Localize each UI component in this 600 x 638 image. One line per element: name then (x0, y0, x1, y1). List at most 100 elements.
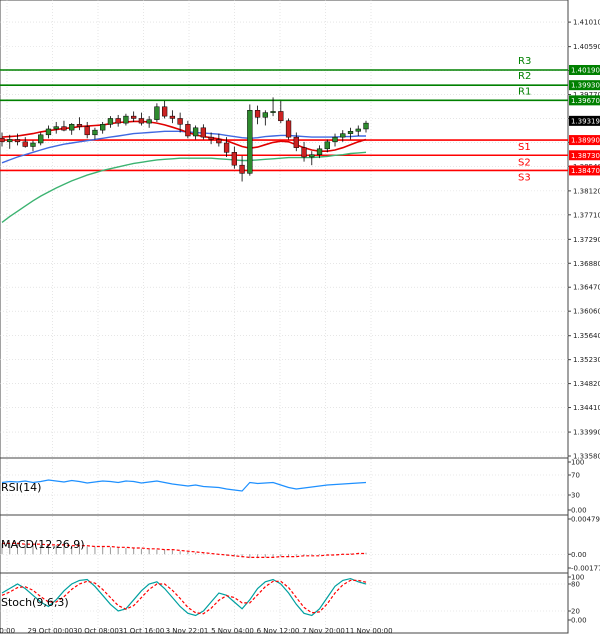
level-price-badge (569, 165, 600, 176)
candle-body (223, 142, 230, 153)
level-price-label: 1.40190 (571, 66, 600, 74)
level-price-badge (569, 95, 600, 106)
candle-body (169, 115, 176, 119)
level-name-s1: S1 (518, 142, 531, 153)
grid (0, 0, 569, 634)
level-price-badge (569, 135, 600, 146)
level-name-r1: R1 (518, 86, 531, 97)
level-name-s3: S3 (518, 172, 531, 183)
time-tick-label: 6 Nov 12:00 (257, 627, 300, 635)
time-tick-label: 11 Nov 00:00 (345, 627, 392, 635)
price-tick-label: 1.34820 (573, 380, 600, 388)
candle-body (200, 127, 207, 138)
candle-body (92, 129, 98, 136)
indicator-title: RSI(14) (1, 481, 41, 494)
candle-body (84, 126, 90, 136)
candle-body (30, 142, 36, 147)
candle-body (69, 124, 75, 131)
level-price-badge (569, 64, 600, 75)
indicator-tick-label: 30 (571, 492, 580, 500)
indicator-tick-label: 0.00 (571, 617, 587, 625)
indicator-tick-label: 100 (571, 459, 584, 467)
candle-body (347, 131, 354, 134)
indicator-tick-label: 100 (571, 574, 584, 582)
candle-body (146, 119, 152, 124)
indicator-panes: 100 70 30 0.00 RSI(14) 0.004799 0.00 -0.001770 M… (0, 457, 600, 625)
time-tick-label: 3 Nov 22:01 (166, 627, 209, 635)
price-tick-label: 1.33580 (573, 453, 600, 461)
candle-body (293, 136, 299, 148)
level-price-label: 1.38470 (571, 167, 600, 175)
indicator-tick-label: 0.00 (571, 551, 587, 559)
candle-body (38, 134, 44, 144)
candle-body (45, 128, 52, 136)
candle-body (100, 124, 106, 131)
candle-body (262, 112, 268, 118)
level-price-label: 1.39930 (571, 82, 600, 90)
level-price-label: 1.38990 (571, 137, 600, 145)
candle-body (239, 164, 245, 174)
last-price-badge (569, 115, 600, 126)
level-name-s2: S2 (518, 157, 531, 168)
candle-body (177, 118, 183, 125)
price-tick-label: 1.37710 (573, 211, 600, 219)
price-tick-label: 1.34410 (573, 404, 600, 412)
indicator-line (1, 577, 367, 617)
indicator-pane-0: 100 70 30 0.00 RSI(14) (0, 457, 587, 515)
price-tick-label: 1.36470 (573, 284, 600, 292)
time-tick-label: 00:00 (0, 627, 15, 635)
candle-body (285, 120, 292, 138)
candle-body (185, 124, 191, 137)
indicator-tick-label: 70 (571, 472, 580, 480)
time-tick-label: 29 Oct 00:00 (28, 627, 74, 635)
candle-body (154, 106, 160, 120)
candle-body (123, 115, 129, 124)
candle-body (161, 106, 168, 117)
candle-body (7, 139, 13, 143)
indicator-pane-1: 0.004799 0.00 -0.001770 MACD(12,26,9) (0, 514, 600, 573)
indicator-title: Stoch(9,6,3) (1, 596, 69, 609)
last-price-label: 1.39319 (571, 117, 600, 125)
candle-body (131, 115, 137, 119)
candle-body (14, 139, 21, 143)
level-price-badge (569, 80, 600, 91)
indicator-tick-label: 80 (571, 581, 580, 589)
level-price-label: 1.39670 (571, 97, 600, 105)
candle-body (76, 124, 83, 127)
level-price-label: 1.38730 (571, 152, 600, 160)
candle-body (247, 110, 253, 174)
candle-body (355, 128, 361, 132)
price-tick-label: 1.41010 (573, 19, 600, 27)
candle-body (332, 136, 338, 143)
candle-body (192, 127, 199, 137)
indicator-tick-label: 20 (571, 608, 580, 616)
candle-body (231, 152, 237, 166)
candle-body (61, 126, 67, 131)
price-tick-label: 1.38120 (573, 187, 600, 195)
candle-body (270, 111, 276, 113)
price-tick-label: 1.36060 (573, 308, 600, 316)
candle-body (278, 111, 284, 122)
candle-body (309, 154, 315, 158)
indicator-tick-label: 0.004799 (571, 516, 600, 524)
price-tick-label: 1.35230 (573, 356, 600, 364)
candle-body (363, 122, 369, 130)
candle-body (22, 141, 28, 147)
indicator-title: MACD(12,26,9) (1, 538, 85, 551)
moving-average-green (1, 151, 367, 223)
level-name-r3: R3 (518, 56, 531, 67)
candle-body (208, 136, 214, 140)
candle-body (107, 118, 114, 125)
candle-body (316, 148, 323, 155)
candle-body (115, 118, 121, 124)
candle-body (138, 118, 145, 124)
indicator-line (2, 542, 366, 558)
price-tick-label: 1.35640 (573, 332, 600, 340)
price-tick-label: 1.39770 (573, 91, 600, 99)
level-labels: R3 1.40190 R2 1.39930 R1 1.39670 S1 1.38990 S2 1.… (518, 56, 600, 183)
indicator-tick-label: -0.001770 (571, 565, 600, 573)
price-tick-label: 1.33990 (573, 429, 600, 437)
